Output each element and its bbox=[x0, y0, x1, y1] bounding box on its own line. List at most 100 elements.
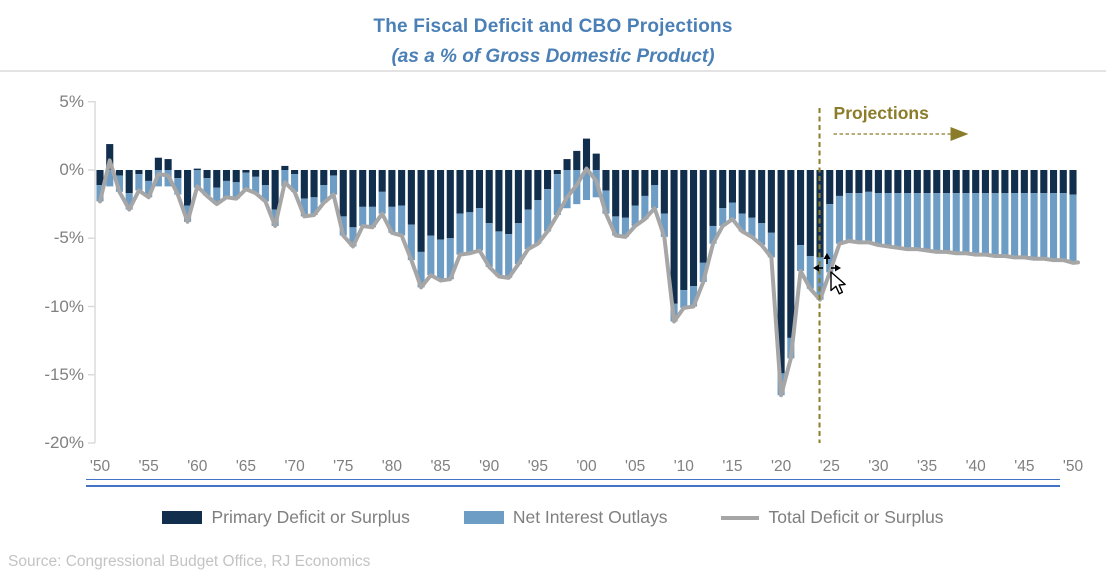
bar-primary-1951 bbox=[106, 144, 114, 170]
bar-primary-1975 bbox=[339, 170, 347, 217]
bar-interest-1972 bbox=[310, 197, 318, 216]
bar-interest-2030 bbox=[874, 193, 882, 246]
bar-interest-1987 bbox=[456, 213, 464, 255]
bar-interest-2015 bbox=[728, 202, 736, 220]
bar-primary-2023 bbox=[806, 170, 814, 256]
bar-primary-2038 bbox=[952, 170, 960, 194]
bar-interest-2010 bbox=[680, 290, 688, 308]
bar-interest-2038 bbox=[952, 193, 960, 254]
bar-primary-1965 bbox=[242, 170, 250, 173]
bar-interest-1975 bbox=[339, 216, 347, 236]
bar-primary-1983 bbox=[417, 170, 425, 252]
bar-interest-1988 bbox=[466, 212, 474, 254]
bar-interest-2002 bbox=[602, 190, 610, 214]
bar-interest-1963 bbox=[222, 180, 231, 198]
bar-interest-2027 bbox=[845, 193, 853, 241]
bar-primary-2048 bbox=[1049, 170, 1058, 194]
bar-primary-1956 bbox=[154, 157, 162, 170]
bar-primary-1998 bbox=[563, 159, 571, 170]
bar-primary-1974 bbox=[329, 170, 338, 176]
bar-primary-1950 bbox=[96, 170, 104, 186]
bar-interest-1964 bbox=[232, 182, 240, 199]
bar-interest-1992 bbox=[505, 234, 513, 278]
mouse-cursor bbox=[813, 253, 846, 295]
bar-primary-1976 bbox=[349, 170, 357, 228]
bar-primary-1996 bbox=[544, 170, 552, 190]
bar-interest-1980 bbox=[388, 206, 396, 233]
bar-primary-2033 bbox=[904, 170, 912, 194]
bar-primary-2025 bbox=[826, 170, 834, 205]
total-deficit-line bbox=[98, 158, 1080, 398]
bar-interest-2019 bbox=[767, 232, 775, 258]
chart-legend: Primary Deficit or Surplus Net Interest … bbox=[0, 507, 1106, 528]
bar-interest-2014 bbox=[719, 208, 727, 226]
bar-primary-2050 bbox=[1069, 170, 1077, 195]
bar-interest-2048 bbox=[1049, 193, 1058, 261]
x-tick-label: '55 bbox=[138, 458, 159, 475]
bar-interest-1986 bbox=[446, 238, 454, 280]
bar-interest-2037 bbox=[942, 193, 951, 252]
x-tick-label: '60 bbox=[187, 458, 208, 475]
bar-interest-1998 bbox=[563, 170, 571, 209]
bar-interest-1971 bbox=[300, 198, 308, 217]
bar-primary-1967 bbox=[261, 170, 269, 186]
y-tick-label: -20% bbox=[44, 433, 84, 452]
bar-interest-2016 bbox=[738, 213, 746, 232]
bar-primary-2046 bbox=[1030, 170, 1038, 194]
bar-interest-1976 bbox=[349, 227, 357, 247]
legend-item-total: Total Deficit or Surplus bbox=[721, 507, 944, 528]
bar-interest-2049 bbox=[1059, 193, 1067, 261]
bar-primary-2003 bbox=[612, 170, 620, 217]
bar-primary-1980 bbox=[388, 170, 396, 207]
bar-interest-2012 bbox=[699, 262, 707, 282]
bar-interest-1967 bbox=[261, 185, 269, 202]
bar-interest-2046 bbox=[1030, 193, 1038, 259]
bar-primary-1968 bbox=[271, 170, 279, 210]
bar-primary-1957 bbox=[164, 159, 172, 170]
bar-primary-2026 bbox=[835, 170, 844, 196]
bar-interest-1958 bbox=[174, 178, 182, 195]
bar-primary-2013 bbox=[709, 170, 717, 226]
bar-primary-1959 bbox=[184, 170, 192, 206]
bar-primary-1992 bbox=[505, 170, 513, 235]
bar-primary-1984 bbox=[427, 170, 435, 236]
bar-interest-1961 bbox=[203, 178, 211, 196]
bar-primary-1986 bbox=[446, 170, 454, 239]
bar-interest-2011 bbox=[689, 286, 698, 307]
bar-primary-1994 bbox=[524, 170, 532, 210]
x-tick-label: '65 bbox=[235, 458, 257, 475]
bar-primary-1978 bbox=[368, 170, 376, 207]
x-tick-label: '70 bbox=[284, 458, 305, 475]
bar-primary-1969 bbox=[281, 165, 289, 170]
bar-primary-2004 bbox=[621, 170, 629, 218]
bar-interest-1991 bbox=[495, 231, 503, 277]
y-tick-label: 5% bbox=[59, 91, 84, 111]
bar-primary-1972 bbox=[310, 170, 318, 198]
bar-primary-2018 bbox=[758, 170, 766, 224]
bar-primary-1982 bbox=[407, 170, 415, 225]
bar-interest-1969 bbox=[281, 170, 289, 187]
bar-primary-2009 bbox=[670, 170, 678, 304]
projections-arrowhead bbox=[950, 127, 969, 141]
bar-interest-1993 bbox=[514, 223, 522, 265]
bar-primary-2043 bbox=[1001, 170, 1009, 194]
bar-primary-1988 bbox=[466, 170, 474, 213]
bar-primary-1999 bbox=[573, 150, 581, 170]
bar-interest-2045 bbox=[1020, 193, 1028, 258]
bar-primary-2030 bbox=[874, 170, 882, 194]
bar-primary-1995 bbox=[534, 170, 542, 201]
bar-interest-2043 bbox=[1001, 193, 1009, 256]
title-divider-rule bbox=[0, 70, 1106, 72]
bar-primary-2008 bbox=[660, 170, 668, 214]
bar-primary-1966 bbox=[252, 170, 260, 177]
bar-interest-2026 bbox=[835, 195, 844, 244]
x-tick-label: '25 bbox=[819, 458, 840, 475]
bar-primary-2010 bbox=[680, 170, 688, 291]
projections-label: Projections bbox=[833, 103, 929, 123]
bar-interest-2004 bbox=[621, 217, 629, 237]
bar-primary-2036 bbox=[933, 170, 941, 194]
bar-interest-1981 bbox=[398, 205, 406, 236]
bar-interest-2005 bbox=[631, 205, 639, 226]
bar-interest-1989 bbox=[475, 208, 484, 251]
